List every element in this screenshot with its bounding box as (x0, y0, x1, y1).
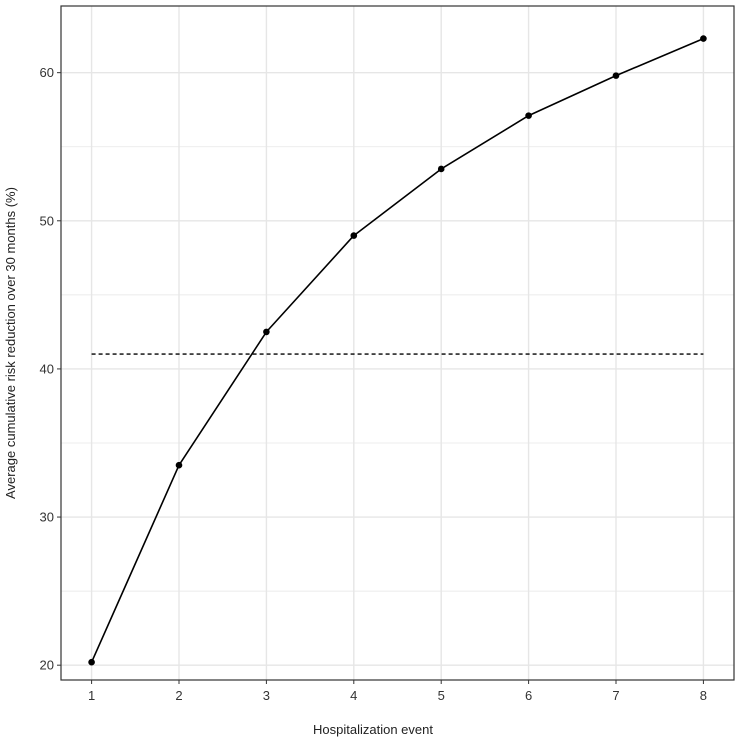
x-tick-label: 1 (88, 688, 95, 703)
x-tick-label: 4 (350, 688, 357, 703)
y-axis-title: Average cumulative risk reduction over 3… (3, 187, 18, 499)
x-tick-label: 8 (700, 688, 707, 703)
x-axis: 1 2 3 4 5 6 7 8 (88, 680, 707, 703)
y-tick-label: 40 (40, 361, 54, 376)
x-tick-label: 3 (263, 688, 270, 703)
x-axis-title: Hospitalization event (313, 722, 433, 737)
y-tick-label: 20 (40, 658, 54, 673)
data-point (175, 461, 183, 469)
data-point (437, 165, 445, 173)
plot-background (61, 6, 734, 680)
x-tick-label: 7 (612, 688, 619, 703)
y-axis: 20 30 40 50 60 (40, 65, 61, 673)
series-line (90, 37, 704, 663)
y-tick-label: 30 (40, 510, 54, 525)
minor-gridlines (61, 146, 734, 592)
y-tick-label: 50 (40, 213, 54, 228)
x-tick-label: 6 (525, 688, 532, 703)
data-point (525, 112, 532, 119)
data-point (350, 232, 358, 239)
data-point (700, 35, 707, 42)
x-tick-label: 5 (438, 688, 445, 703)
data-point (263, 328, 270, 336)
y-tick-label: 60 (40, 65, 54, 80)
data-point (88, 658, 95, 666)
x-tick-label: 2 (175, 688, 182, 703)
major-gridlines (61, 6, 734, 680)
series-layer (88, 35, 707, 666)
data-point (612, 72, 620, 79)
plot-panel-border (60, 5, 735, 681)
